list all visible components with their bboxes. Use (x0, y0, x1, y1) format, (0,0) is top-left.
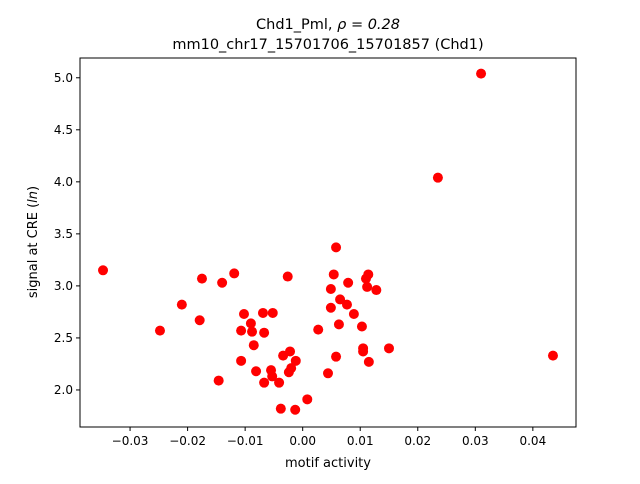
data-point (274, 377, 285, 388)
data-point (213, 375, 224, 386)
data-point (290, 355, 301, 366)
x-tick-label: −0.01 (227, 434, 264, 448)
data-point (154, 325, 165, 336)
data-point (267, 371, 278, 382)
data-point (98, 265, 109, 276)
data-point (251, 366, 262, 377)
y-tick-label: 2.5 (54, 331, 73, 345)
x-axis-ticks: −0.03 −0.02 −0.01 0.00 0.01 0.02 0.03 0.04 (112, 427, 546, 448)
data-point (363, 269, 374, 280)
x-tick-label: −0.03 (112, 434, 149, 448)
data-point (343, 277, 354, 288)
data-point (236, 355, 247, 366)
data-point (358, 343, 369, 354)
data-point (245, 318, 256, 329)
data-point (236, 325, 247, 336)
y-tick-label: 3.5 (54, 227, 73, 241)
y-tick-label: 3.0 (54, 279, 73, 293)
data-point (323, 368, 333, 379)
data-point (348, 308, 359, 319)
data-point (194, 315, 205, 326)
data-point (275, 403, 286, 414)
data-point (328, 269, 339, 280)
y-tick-label: 4.5 (54, 123, 73, 137)
data-point (267, 307, 278, 318)
data-point (356, 321, 367, 332)
data-point (362, 281, 373, 292)
data-point (363, 356, 374, 367)
y-tick-label: 2.0 (54, 383, 73, 397)
data-point (325, 284, 336, 295)
data-point (476, 68, 487, 79)
data-point (371, 285, 382, 296)
chart-title-line1: Chd1_Pml, ρ = 0.28 (256, 17, 400, 33)
data-point (335, 294, 346, 305)
x-tick-label: 0.03 (462, 434, 489, 448)
data-point (547, 350, 558, 361)
scatter-points (98, 68, 558, 415)
data-point (325, 302, 336, 313)
data-point (238, 308, 249, 319)
x-tick-label: 0.01 (347, 434, 374, 448)
x-tick-label: 0.04 (519, 434, 546, 448)
data-point (432, 172, 443, 183)
data-point (331, 351, 342, 362)
data-point (176, 299, 187, 310)
data-point (229, 268, 240, 279)
data-point (259, 327, 270, 338)
data-point (282, 271, 293, 282)
data-point (248, 340, 259, 351)
x-tick-label: 0.02 (404, 434, 431, 448)
data-point (313, 324, 324, 335)
data-point (217, 277, 228, 288)
data-point (247, 326, 258, 337)
data-point (383, 343, 394, 354)
x-tick-label: 0.00 (289, 434, 316, 448)
data-point (286, 363, 297, 374)
y-tick-label: 4.0 (54, 175, 73, 189)
data-point (331, 242, 342, 253)
data-point (302, 394, 313, 405)
x-axis-label: motif activity (285, 456, 371, 471)
data-point (196, 273, 207, 284)
y-axis-label: signal at CRE (ln) (26, 186, 41, 298)
data-point (285, 346, 296, 357)
data-point (341, 299, 352, 310)
x-tick-label: −0.02 (169, 434, 206, 448)
y-tick-label: 5.0 (54, 71, 73, 85)
plot-frame (79, 57, 577, 428)
data-point (333, 319, 344, 330)
data-point (259, 377, 270, 388)
y-axis-ticks: 2.0 2.5 3.0 3.5 4.0 4.5 5.0 (54, 71, 80, 397)
data-point (290, 404, 301, 415)
data-point (257, 307, 268, 318)
chart-title-line2: mm10_chr17_15701706_15701857 (Chd1) (172, 37, 483, 53)
